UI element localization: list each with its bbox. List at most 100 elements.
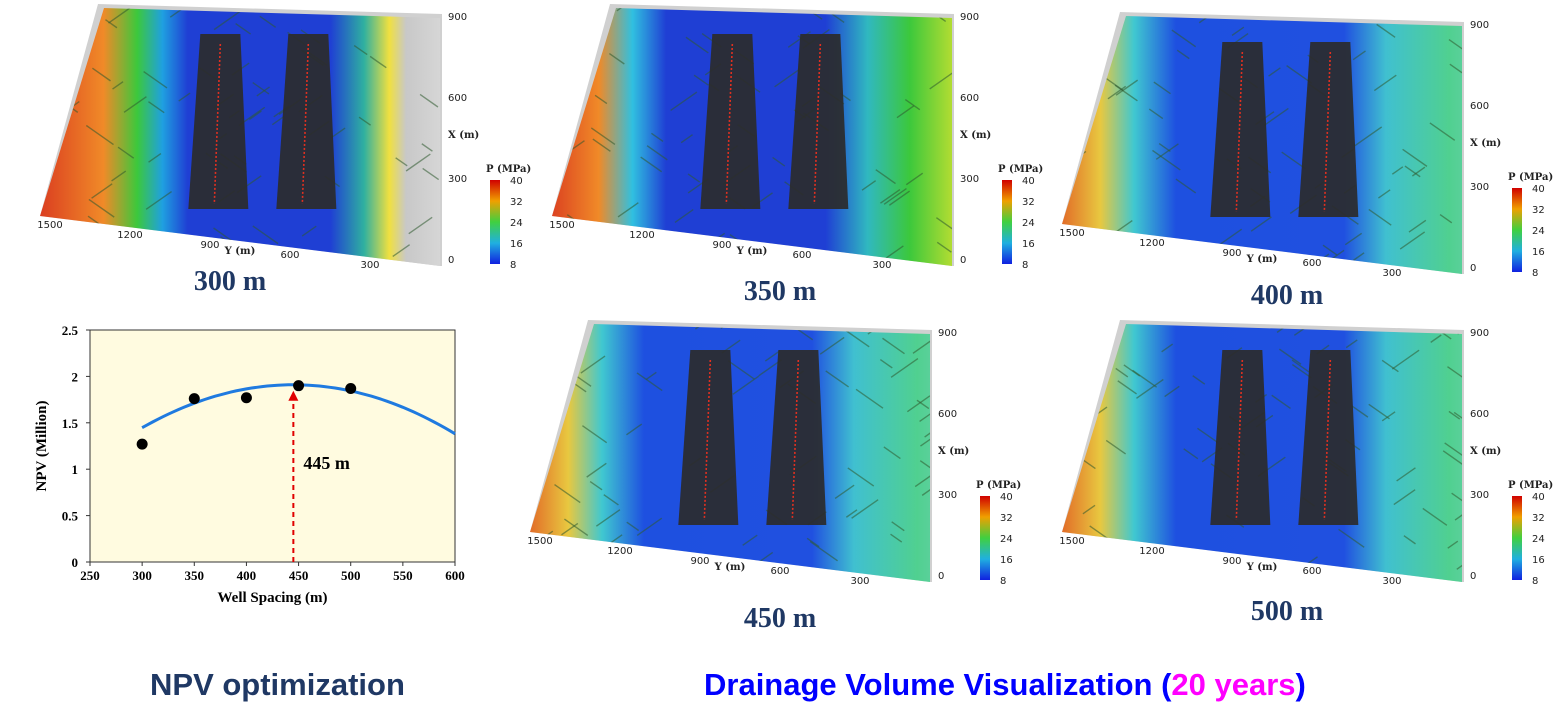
fracture: [1338, 528, 1365, 548]
fracture: [330, 127, 346, 139]
npv-chart: 250 300 350 400 450 500 550 600 0 0.5 1 1.5 2 2.5 44…: [20, 318, 480, 618]
fracture: [1391, 349, 1420, 370]
fracture: [85, 124, 114, 146]
fracture: [636, 372, 663, 392]
x-tick-label: 300: [1470, 490, 1489, 501]
fracture: [111, 170, 127, 182]
fracture: [1134, 568, 1159, 582]
fracture: [1148, 108, 1164, 120]
fracture: [1391, 166, 1404, 175]
fracture: [921, 480, 930, 496]
fracture: [687, 173, 701, 183]
x-axis-label: X (m): [1470, 446, 1501, 457]
x-tick-label: 900: [960, 12, 979, 23]
fracture: [145, 190, 172, 210]
fracture: [1444, 442, 1462, 463]
fracture: [561, 522, 579, 536]
fracture: [1117, 380, 1137, 395]
fracture: [667, 554, 692, 572]
fracture: [535, 404, 549, 415]
map-caption-500: 500 m: [1250, 596, 1324, 627]
y-tick-label: 1: [72, 462, 79, 477]
map-panel-350: 900 600 300 0 X (m) 1500 1200 900 600 300 Y (m) P (…: [540, 0, 1060, 275]
colorbar-tick-label: 8: [1022, 260, 1028, 271]
fracture: [1175, 178, 1197, 194]
fracture: [1115, 79, 1139, 96]
fracture: [742, 534, 758, 546]
fracture: [1377, 189, 1391, 199]
fracture: [112, 81, 124, 90]
fracture: [670, 91, 698, 112]
x-tick-label: 500: [341, 568, 361, 583]
fracture: [1429, 122, 1456, 141]
fracture: [1072, 383, 1100, 404]
fracture: [912, 339, 930, 354]
colorbar-title: P (MPa): [976, 480, 1021, 491]
well-stimulated-zone: [700, 34, 761, 209]
colorbar-tick-label: 24: [1022, 218, 1035, 229]
y-tick-label: 600: [280, 250, 299, 261]
fracture: [1152, 149, 1181, 171]
well-stimulated-zone: [1210, 42, 1271, 217]
x-tick-label: 250: [80, 568, 100, 583]
well-stimulated-zone: [766, 350, 827, 525]
fracture: [1069, 106, 1091, 123]
fracture: [1439, 214, 1453, 224]
fracture: [1197, 427, 1219, 444]
fracture: [1442, 450, 1462, 469]
fracture: [919, 404, 930, 423]
y-tick-label: 900: [690, 556, 709, 567]
fracture: [1250, 216, 1272, 232]
fracture: [252, 81, 270, 95]
fracture: [732, 375, 760, 395]
y-tick-label: 300: [850, 576, 869, 587]
pressure-colorbar: P (MPa)40 32 24 16 8: [1508, 480, 1553, 587]
wellbore: [213, 43, 222, 205]
fracture: [819, 336, 845, 355]
fracture: [530, 375, 542, 385]
y-tick-label: 1500: [1059, 228, 1084, 239]
y-tick-label: 600: [1302, 258, 1321, 269]
y-tick-label: 0.5: [62, 509, 79, 524]
fracture: [572, 62, 593, 78]
x-tick-label: 900: [938, 328, 957, 339]
x-axis-label: X (m): [938, 446, 969, 457]
footer-npv-title: NPV optimization: [150, 667, 405, 703]
fracture: [47, 33, 71, 51]
wellbore: [1235, 359, 1244, 521]
fracture: [936, 241, 952, 253]
fracture: [772, 156, 786, 167]
fracture: [532, 413, 556, 431]
fracture: [1263, 107, 1289, 127]
fracture: [1403, 535, 1416, 545]
fracture: [1351, 405, 1369, 418]
colorbar-tick-label: 32: [1532, 513, 1545, 524]
y-tick-label: 0: [72, 555, 79, 570]
x-axis-label: Well Spacing (m): [217, 590, 327, 606]
fracture: [1155, 143, 1179, 160]
fracture: [1268, 67, 1281, 77]
fracture: [589, 480, 603, 491]
fracture: [727, 360, 755, 380]
fracture: [1345, 339, 1358, 349]
pressure-colorbar: P (MPa)40 32 24 16 8: [976, 480, 1021, 587]
fracture: [252, 225, 279, 245]
fracture: [764, 350, 781, 362]
fracture: [883, 188, 907, 205]
fracture: [1408, 219, 1427, 233]
fracture: [554, 73, 568, 83]
fracture: [1271, 394, 1291, 409]
fracture: [213, 227, 233, 242]
fracture: [1402, 148, 1428, 167]
colorbar-tick-label: 40: [1532, 184, 1545, 195]
fracture: [552, 263, 574, 266]
fracture: [573, 382, 587, 393]
y-axis-label: NPV (Million): [34, 401, 50, 492]
x-tick-label: 300: [448, 174, 467, 185]
data-point: [293, 380, 305, 392]
fracture: [1381, 359, 1399, 373]
wellbore: [813, 43, 822, 205]
fracture: [1344, 232, 1363, 246]
x-tick-label: 0: [448, 255, 454, 266]
fracture: [1450, 273, 1462, 274]
